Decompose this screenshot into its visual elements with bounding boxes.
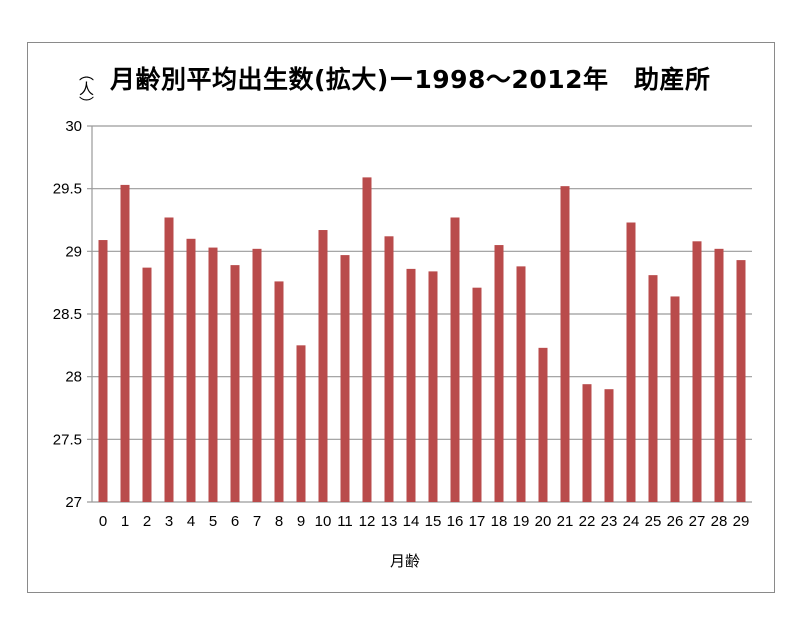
bar-13 <box>384 236 394 502</box>
x-tick-label: 18 <box>491 513 508 530</box>
bar-23 <box>604 389 614 502</box>
bar-18 <box>494 245 504 503</box>
bar-5 <box>208 247 218 502</box>
x-tick-label: 5 <box>209 513 217 530</box>
bar-10 <box>318 230 328 502</box>
bar-24 <box>626 222 636 503</box>
x-tick-label: 20 <box>535 513 552 530</box>
x-tick-label: 27 <box>689 513 706 530</box>
y-tick-label: 30 <box>65 118 82 135</box>
x-tick-label: 7 <box>253 513 261 530</box>
x-tick-label: 29 <box>733 513 750 530</box>
chart-title: 月齢別平均出生数(拡大)ー1998～2012年 助産所 <box>110 65 711 94</box>
x-tick-label: 26 <box>667 513 684 530</box>
y-tick-label: 29 <box>65 243 82 260</box>
x-tick-label: 8 <box>275 513 283 530</box>
bar-16 <box>450 217 460 502</box>
bar-8 <box>274 281 284 502</box>
x-tick-label: 2 <box>143 513 151 530</box>
x-tick-label: 6 <box>231 513 239 530</box>
bar-4 <box>186 238 196 503</box>
y-axis-label: （人） <box>77 66 95 111</box>
x-axis-label: 月齢 <box>390 552 421 570</box>
bar-9 <box>296 345 306 502</box>
x-tick-label: 22 <box>579 513 596 530</box>
bar-20 <box>538 347 548 502</box>
bar-27 <box>692 241 702 502</box>
bar-11 <box>340 255 350 502</box>
x-tick-label: 9 <box>297 513 305 530</box>
y-tick-label: 28.5 <box>53 306 82 323</box>
x-tick-label: 21 <box>557 513 574 530</box>
x-tick-label: 3 <box>165 513 173 530</box>
bar-14 <box>406 268 416 502</box>
bar-29 <box>736 260 746 502</box>
bar-6 <box>230 265 240 502</box>
bar-0 <box>98 240 108 502</box>
bar-1 <box>120 184 130 502</box>
x-tick-label: 28 <box>711 513 728 530</box>
bar-3 <box>164 217 174 502</box>
bar-17 <box>472 287 482 502</box>
x-tick-label: 17 <box>469 513 486 530</box>
bar-7 <box>252 248 262 502</box>
x-tick-label: 23 <box>601 513 618 530</box>
bar-25 <box>648 275 658 502</box>
bar-15 <box>428 271 438 502</box>
y-tick-label: 27.5 <box>53 431 82 448</box>
x-tick-label: 1 <box>121 513 129 530</box>
bar-21 <box>560 186 570 502</box>
x-tick-label: 15 <box>425 513 442 530</box>
x-tick-label: 10 <box>315 513 332 530</box>
x-tick-label: 25 <box>645 513 662 530</box>
x-tick-label: 4 <box>187 513 195 530</box>
bar-12 <box>362 177 372 503</box>
x-tick-label: 16 <box>447 513 464 530</box>
x-tick-label: 12 <box>359 513 376 530</box>
bar-22 <box>582 384 592 502</box>
x-tick-label: 24 <box>623 513 640 530</box>
x-tick-label: 11 <box>337 513 353 530</box>
bar-28 <box>714 248 724 502</box>
y-tick-label: 29.5 <box>53 181 82 198</box>
y-tick-label: 27 <box>65 494 82 511</box>
chart-frame <box>27 42 775 593</box>
bar-19 <box>516 266 526 502</box>
x-tick-label: 0 <box>99 513 107 530</box>
x-tick-label: 14 <box>403 513 420 530</box>
x-tick-label: 19 <box>513 513 530 530</box>
y-tick-label: 28 <box>65 369 82 386</box>
bar-2 <box>142 267 152 502</box>
x-tick-label: 13 <box>381 513 398 530</box>
bar-26 <box>670 296 680 502</box>
